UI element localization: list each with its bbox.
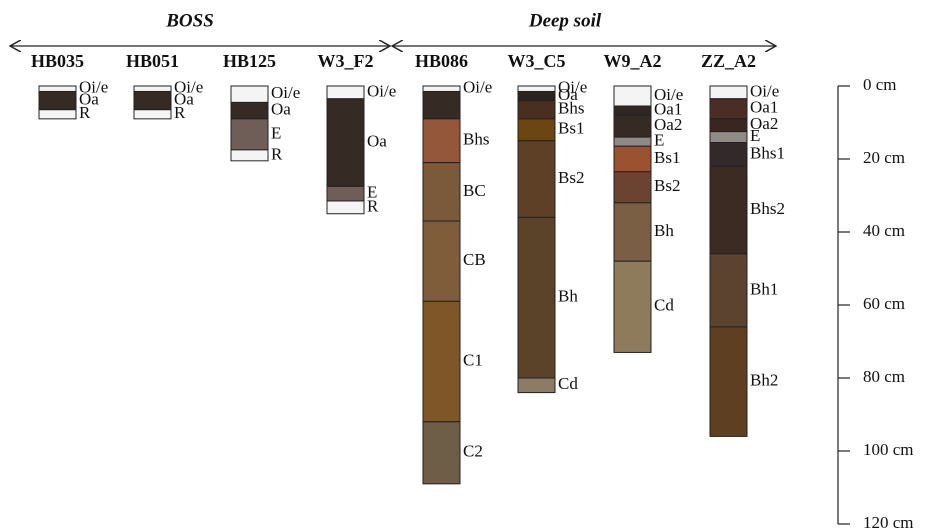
horizon-label: Bs2 [558,168,584,187]
horizon-label: Bh2 [750,371,778,390]
horizon [710,86,747,99]
horizon-label: Bs2 [654,176,680,195]
horizon [710,166,747,254]
profile-name: HB051 [126,51,179,71]
horizon [614,106,651,115]
group-title: BOSS [165,10,214,31]
horizon [518,101,555,119]
horizon [710,132,747,143]
horizon [134,91,171,109]
horizon [39,110,76,119]
profile-name: HB086 [415,51,468,71]
horizon [518,119,555,141]
horizon [39,91,76,109]
horizon-label: E [654,131,664,150]
horizon-label: R [271,144,283,163]
horizon [614,115,651,137]
horizon [231,150,268,161]
horizon [614,146,651,172]
horizon-label: E [750,126,760,145]
profile-name: W3_C5 [508,51,566,71]
horizon-label: Cd [654,296,674,315]
horizon [614,261,651,352]
horizon [710,254,747,327]
horizon-label: Bhs2 [750,199,785,218]
profile-name: HB035 [31,51,84,71]
horizon-label: Bs1 [558,119,584,138]
horizon-label: Bhs [558,99,584,118]
horizon-label: BC [463,181,486,200]
horizon [231,86,268,102]
horizon-label: Bhs [463,130,489,149]
horizon-label: CB [463,250,486,269]
horizon [710,119,747,132]
scale-label: 60 cm [863,294,905,313]
horizon [327,99,364,187]
horizon [423,91,460,118]
scale-label: 120 cm [863,513,914,532]
scale-label: 20 cm [863,148,905,167]
horizon [518,217,555,378]
horizon [518,378,555,393]
scale-label: 80 cm [863,367,905,386]
horizon [231,119,268,150]
horizon [710,327,747,437]
scale-label: 40 cm [863,221,905,240]
horizon [518,86,555,91]
horizon [614,137,651,146]
profile-name: HB125 [223,51,276,71]
horizon [710,143,747,167]
horizon-label: Bh [558,287,578,306]
horizon [710,99,747,119]
group-title: Deep soil [528,10,602,31]
horizon [327,186,364,201]
horizon-label: Bh1 [750,279,778,298]
horizon [39,86,76,91]
horizon [134,86,171,91]
horizon-label: C1 [463,350,483,369]
horizon-label: Oa [271,100,291,119]
horizon-label: R [79,103,91,122]
horizon [423,221,460,301]
horizon [614,86,651,106]
horizon-label: Bs1 [654,148,680,167]
horizon-label: Cd [558,374,578,393]
horizon [423,422,460,484]
horizon [614,172,651,203]
horizon-label: Bhs1 [750,143,785,162]
profile-name: W3_F2 [318,51,374,71]
horizon [423,119,460,163]
horizon [423,163,460,221]
horizon [327,86,364,99]
scale-label: 100 cm [863,440,914,459]
profile-name: W9_A2 [604,51,662,71]
horizon [423,86,460,91]
soil-profiles-diagram: BOSS Deep soil 0 cm 20 cm 40 cm 60 cm 80 cm 1… [0,0,925,532]
horizon-label: R [367,196,379,215]
horizon [134,110,171,119]
horizon [614,203,651,261]
horizon [327,201,364,214]
horizon-label: Oi/e [463,78,492,97]
horizon-label: Bh [654,221,674,240]
horizon-label: E [271,123,281,142]
horizon-label: R [174,103,186,122]
horizon [423,301,460,421]
horizon-label: Oa [367,131,387,150]
horizon [518,141,555,218]
profile-name: ZZ_A2 [701,51,756,71]
scale-label: 0 cm [863,75,897,94]
horizon-label: Oi/e [367,81,396,100]
horizon-label: C2 [463,442,483,461]
horizon [231,102,268,118]
horizon [518,91,555,100]
